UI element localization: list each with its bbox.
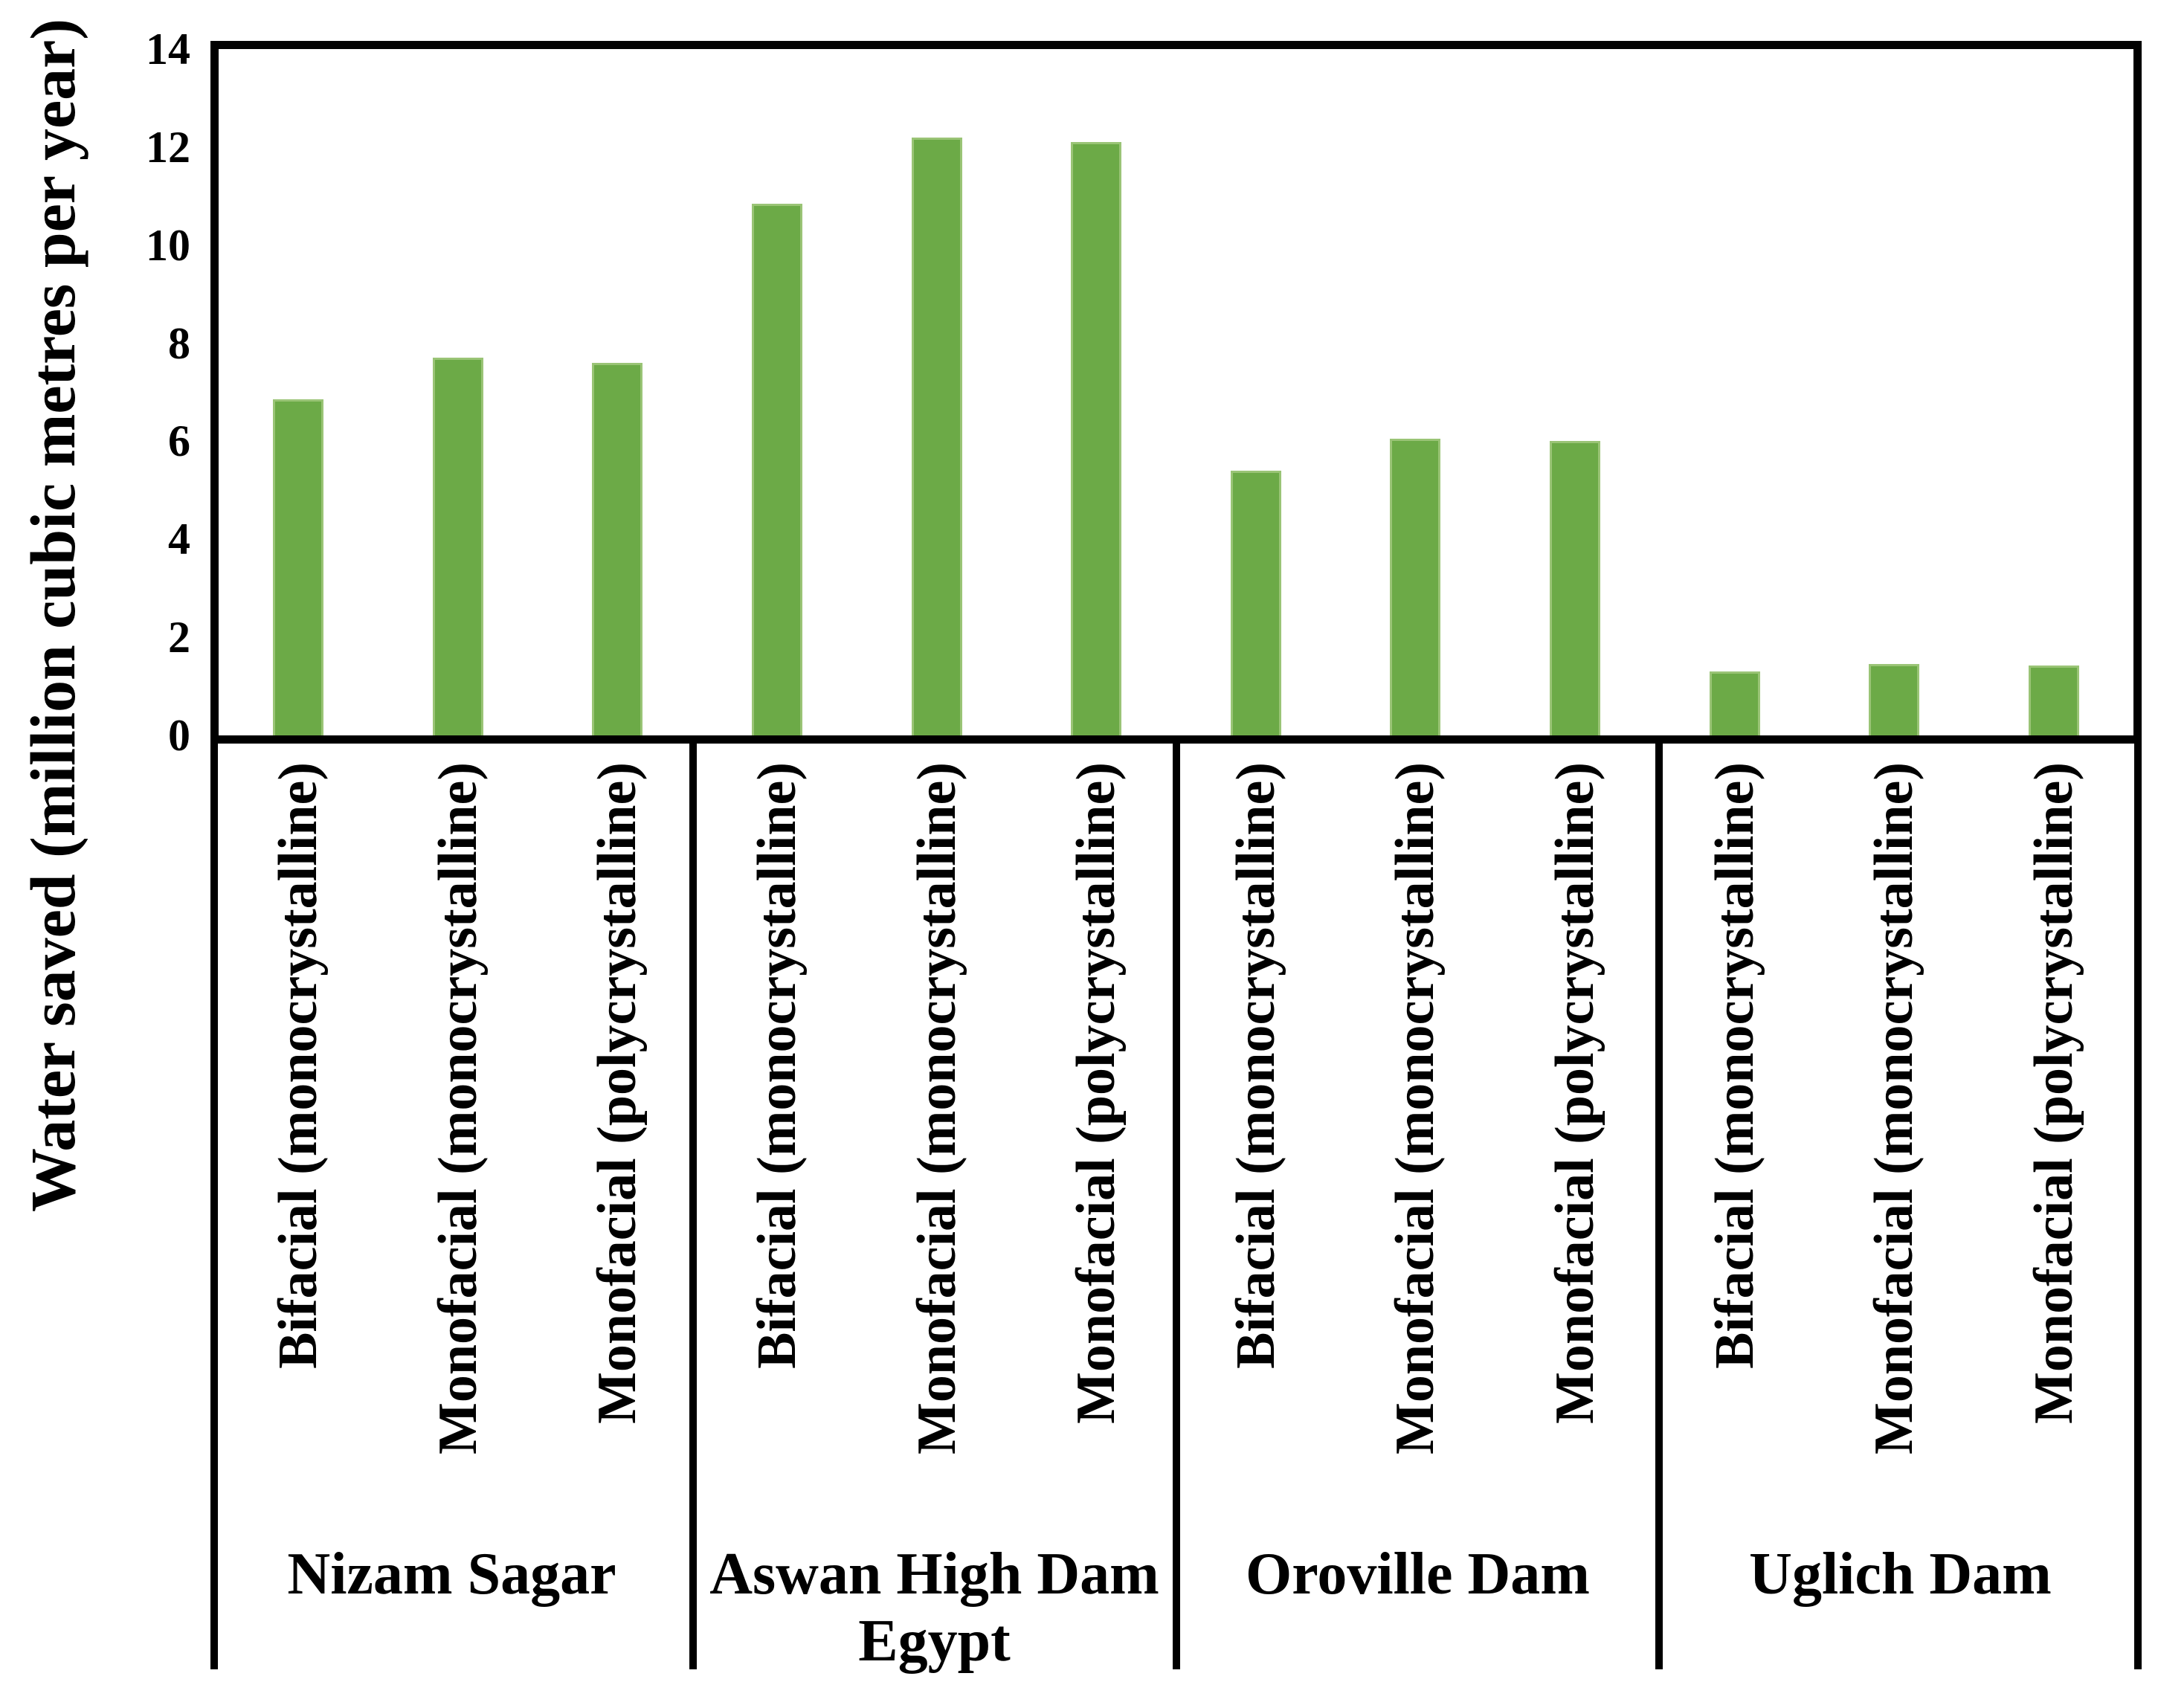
category-label: Monofacial (polycrystalline) — [1066, 762, 1127, 1424]
y-tick-label-12: 12 — [146, 122, 190, 172]
group-divider-line — [210, 744, 218, 1669]
category-label: Monofacial (monocrystalline) — [428, 762, 489, 1454]
bar — [912, 138, 962, 735]
category-label: Monofacial (polycrystalline) — [1545, 762, 1605, 1424]
category-label: Monofacial (monocrystalline) — [1385, 762, 1446, 1454]
group-label: Uglich Dam — [1749, 1541, 2052, 1607]
bar — [2029, 666, 2079, 735]
group-divider-line — [689, 744, 697, 1669]
category-label: Monofacial (polycrystalline) — [587, 762, 648, 1424]
group-divider-line — [1173, 744, 1180, 1669]
category-label: Monofacial (monocrystalline) — [906, 762, 967, 1454]
bar — [592, 363, 642, 735]
y-tick-label-8: 8 — [168, 318, 190, 368]
y-tick-label-4: 4 — [168, 515, 190, 564]
category-label: Bifacial (monocrystalline) — [1704, 762, 1765, 1369]
bar — [1550, 441, 1600, 735]
plot-frame — [210, 41, 2142, 744]
group-divider-line — [2134, 744, 2142, 1669]
bar — [752, 204, 802, 735]
category-label: Monofacial (monocrystalline) — [1864, 762, 1925, 1454]
bar — [1390, 439, 1440, 735]
y-tick-label-10: 10 — [146, 220, 190, 270]
category-label: Bifacial (monocrystalline) — [268, 762, 329, 1369]
bar — [273, 399, 323, 735]
y-tick-label-6: 6 — [168, 416, 190, 466]
category-label: Bifacial (monocrystalline) — [747, 762, 808, 1369]
group-divider-line — [1655, 744, 1663, 1669]
category-label: Monofacial (polycrystalline) — [2023, 762, 2084, 1424]
category-label: Bifacial (monocrystalline) — [1225, 762, 1286, 1369]
bar — [1869, 664, 1919, 735]
bar — [1231, 471, 1281, 735]
group-label: Aswan High Dam Egypt — [709, 1541, 1159, 1675]
group-label: Nizam Sagar — [287, 1541, 616, 1607]
bar — [433, 358, 483, 735]
bar — [1071, 142, 1121, 735]
bar — [1710, 671, 1760, 735]
y-tick-label-2: 2 — [168, 613, 190, 663]
y-tick-label-0: 0 — [168, 711, 190, 760]
group-label: Oroville Dam — [1246, 1541, 1590, 1607]
y-tick-label-14: 14 — [146, 25, 190, 74]
